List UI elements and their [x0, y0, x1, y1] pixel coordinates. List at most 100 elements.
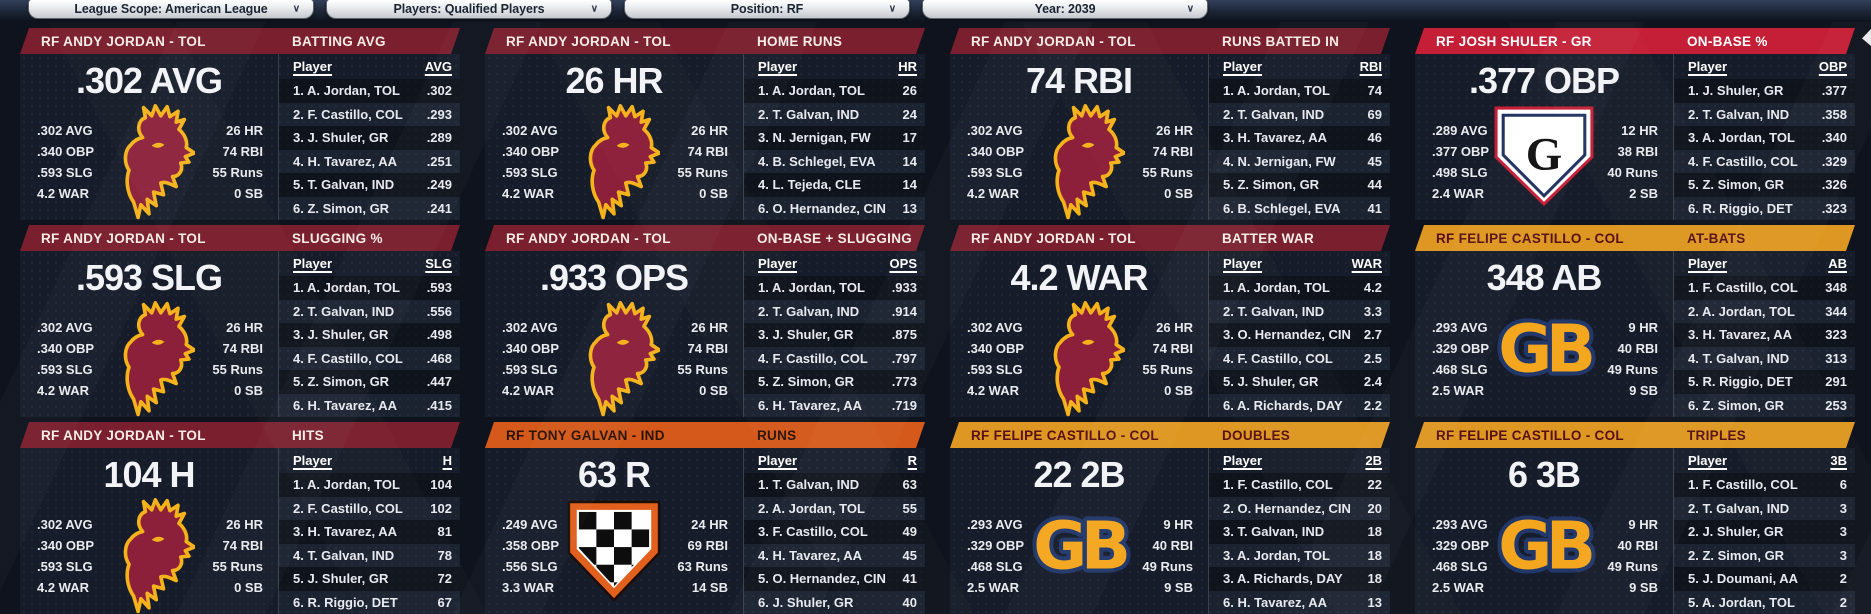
stat-column-header[interactable]: HR [898, 59, 917, 74]
player-link[interactable]: 4. L. Tejeda, CLE [758, 177, 862, 193]
leaderboard-row[interactable]: 5. O. Hernandez, CIN 41 [744, 567, 925, 591]
player-link[interactable]: 4. F. Castillo, COL [293, 350, 403, 366]
stat-column-header[interactable]: R [907, 453, 917, 468]
leaderboard-row[interactable]: 3. J. Shuler, GR .875 [744, 323, 925, 347]
player-link[interactable]: 3. O. Hernandez, CIN [1223, 327, 1351, 343]
leaderboard-row[interactable]: 5. A. Jordan, TOL 2 [1674, 590, 1855, 614]
leader-name[interactable]: RF ANDY JORDAN - TOL [506, 33, 671, 49]
leaderboard-row[interactable]: 6. J. Shuler, GR 40 [744, 590, 925, 614]
leaderboard-row[interactable]: 6. Z. Simon, GR 253 [1674, 393, 1855, 417]
player-link[interactable]: 3. A. Richards, DAY [1223, 571, 1343, 587]
player-link[interactable]: 1. F. Castillo, COL [1688, 477, 1798, 493]
leaderboard-row[interactable]: 5. J. Shuler, GR 2.4 [1209, 370, 1390, 394]
player-link[interactable]: 3. A. Jordan, TOL [1223, 547, 1330, 563]
leaderboard-row[interactable]: 4. T. Galvan, IND 313 [1674, 346, 1855, 370]
filter-position[interactable]: Position: RF ∨ [624, 0, 910, 19]
player-link[interactable]: 2. T. Galvan, IND [1688, 500, 1790, 516]
player-link[interactable]: 6. A. Richards, DAY [1223, 397, 1343, 413]
player-link[interactable]: 5. J. Shuler, GR [1223, 374, 1319, 390]
player-link[interactable]: 1. A. Jordan, TOL [758, 280, 865, 296]
leaderboard-row[interactable]: 2. F. Castillo, COL 102 [279, 496, 460, 520]
player-link[interactable]: 6. B. Schlegel, EVA [1223, 200, 1341, 216]
leaderboard-row[interactable]: 2. A. Jordan, TOL 55 [744, 496, 925, 520]
player-link[interactable]: 2. T. Galvan, IND [758, 303, 860, 319]
player-link[interactable]: 1. A. Jordan, TOL [293, 477, 400, 493]
leaderboard-row[interactable]: 1. A. Jordan, TOL .302 [279, 79, 460, 103]
leaderboard-row[interactable]: 3. J. Shuler, GR .498 [279, 323, 460, 347]
leader-name[interactable]: RF ANDY JORDAN - TOL [971, 230, 1136, 246]
player-link[interactable]: 5. J. Shuler, GR [293, 571, 389, 587]
leaderboard-row[interactable]: 5. J. Doumani, AA 2 [1674, 567, 1855, 591]
leaderboard-row[interactable]: 2. T. Galvan, IND .358 [1674, 102, 1855, 126]
player-column-header[interactable]: Player [1688, 453, 1728, 468]
leaderboard-row[interactable]: 3. A. Jordan, TOL .340 [1674, 126, 1855, 150]
leaderboard-row[interactable]: 5. R. Riggio, DET 291 [1674, 370, 1855, 394]
player-link[interactable]: 1. A. Jordan, TOL [758, 83, 865, 99]
player-link[interactable]: 5. Z. Simon, GR [293, 374, 390, 390]
leaderboard-row[interactable]: 1. A. Jordan, TOL 74 [1209, 79, 1390, 103]
leaderboard-row[interactable]: 3. N. Jernigan, FW 17 [744, 126, 925, 150]
leaderboard-row[interactable]: 1. F. Castillo, COL 22 [1209, 473, 1390, 497]
leaderboard-row[interactable]: 1. A. Jordan, TOL 26 [744, 79, 925, 103]
leaderboard-row[interactable]: 6. H. Tavarez, AA .719 [744, 393, 925, 417]
player-link[interactable]: 6. J. Shuler, GR [758, 594, 854, 610]
player-link[interactable]: 3. J. Shuler, GR [758, 327, 854, 343]
leader-name[interactable]: RF JOSH SHULER - GR [1436, 33, 1592, 49]
leaderboard-row[interactable]: 3. A. Jordan, TOL 18 [1209, 543, 1390, 567]
leaderboard-row[interactable]: 6. O. Hernandez, CIN 13 [744, 196, 925, 220]
player-link[interactable]: 2. A. Jordan, TOL [1688, 303, 1795, 319]
leaderboard-row[interactable]: 4. F. Castillo, COL .797 [744, 346, 925, 370]
leader-name[interactable]: RF ANDY JORDAN - TOL [41, 230, 206, 246]
player-link[interactable]: 3. H. Tavarez, AA [1223, 130, 1328, 146]
player-link[interactable]: 1. F. Castillo, COL [1223, 477, 1333, 493]
player-link[interactable]: 1. A. Jordan, TOL [1223, 83, 1330, 99]
stat-column-header[interactable]: WAR [1351, 256, 1382, 271]
stat-column-header[interactable]: OPS [889, 256, 917, 271]
player-link[interactable]: 3. F. Castillo, COL [758, 524, 868, 540]
player-column-header[interactable]: Player [1223, 256, 1263, 271]
leaderboard-row[interactable]: 1. F. Castillo, COL 348 [1674, 276, 1855, 300]
leaderboard-row[interactable]: 4. L. Tejeda, CLE 14 [744, 173, 925, 197]
leaderboard-row[interactable]: 4. B. Schlegel, EVA 14 [744, 149, 925, 173]
player-link[interactable]: 6. R. Riggio, DET [293, 594, 398, 610]
leaderboard-row[interactable]: 3. J. Shuler, GR .289 [279, 126, 460, 150]
leaderboard-row[interactable]: 4. F. Castillo, COL 2.5 [1209, 346, 1390, 370]
player-link[interactable]: 1. T. Galvan, IND [758, 477, 860, 493]
player-link[interactable]: 5. J. Doumani, AA [1688, 571, 1799, 587]
player-column-header[interactable]: Player [293, 256, 333, 271]
player-column-header[interactable]: Player [1223, 453, 1263, 468]
leaderboard-row[interactable]: 4. F. Castillo, COL .468 [279, 346, 460, 370]
player-link[interactable]: 5. Z. Simon, GR [1223, 177, 1320, 193]
player-link[interactable]: 3. N. Jernigan, FW [758, 130, 871, 146]
leaderboard-row[interactable]: 6. Z. Simon, GR .241 [279, 196, 460, 220]
stat-column-header[interactable]: AB [1828, 256, 1847, 271]
leaderboard-row[interactable]: 2. T. Galvan, IND .914 [744, 299, 925, 323]
leaderboard-row[interactable]: 4. N. Jernigan, FW 45 [1209, 149, 1390, 173]
player-link[interactable]: 5. A. Jordan, TOL [1688, 594, 1795, 610]
player-link[interactable]: 4. F. Castillo, COL [758, 350, 868, 366]
leaderboard-row[interactable]: 6. B. Schlegel, EVA 41 [1209, 196, 1390, 220]
player-link[interactable]: 1. A. Jordan, TOL [293, 280, 400, 296]
player-column-header[interactable]: Player [758, 256, 798, 271]
leaderboard-row[interactable]: 3. H. Tavarez, AA 81 [279, 520, 460, 544]
player-link[interactable]: 6. H. Tavarez, AA [1223, 594, 1328, 610]
leaderboard-row[interactable]: 5. T. Galvan, IND .249 [279, 173, 460, 197]
player-column-header[interactable]: Player [758, 59, 798, 74]
player-link[interactable]: 2. O. Hernandez, CIN [1223, 500, 1351, 516]
filter-league-scope[interactable]: League Scope: American League ∨ [28, 0, 314, 19]
leaderboard-row[interactable]: 6. R. Riggio, DET 67 [279, 590, 460, 614]
player-link[interactable]: 1. A. Jordan, TOL [293, 83, 400, 99]
player-link[interactable]: 1. J. Shuler, GR [1688, 83, 1784, 99]
leader-name[interactable]: RF ANDY JORDAN - TOL [971, 33, 1136, 49]
leaderboard-row[interactable]: 1. T. Galvan, IND 63 [744, 473, 925, 497]
leaderboard-row[interactable]: 5. Z. Simon, GR .447 [279, 370, 460, 394]
player-column-header[interactable]: Player [758, 453, 798, 468]
leaderboard-row[interactable]: 2. O. Hernandez, CIN 20 [1209, 496, 1390, 520]
player-link[interactable]: 3. H. Tavarez, AA [1688, 327, 1793, 343]
leaderboard-row[interactable]: 1. J. Shuler, GR .377 [1674, 79, 1855, 103]
leaderboard-row[interactable]: 3. H. Tavarez, AA 46 [1209, 126, 1390, 150]
leaderboard-row[interactable]: 6. H. Tavarez, AA .415 [279, 393, 460, 417]
leaderboard-row[interactable]: 3. T. Galvan, IND 18 [1209, 520, 1390, 544]
leaderboard-row[interactable]: 5. Z. Simon, GR .326 [1674, 173, 1855, 197]
stat-column-header[interactable]: AVG [424, 59, 452, 74]
